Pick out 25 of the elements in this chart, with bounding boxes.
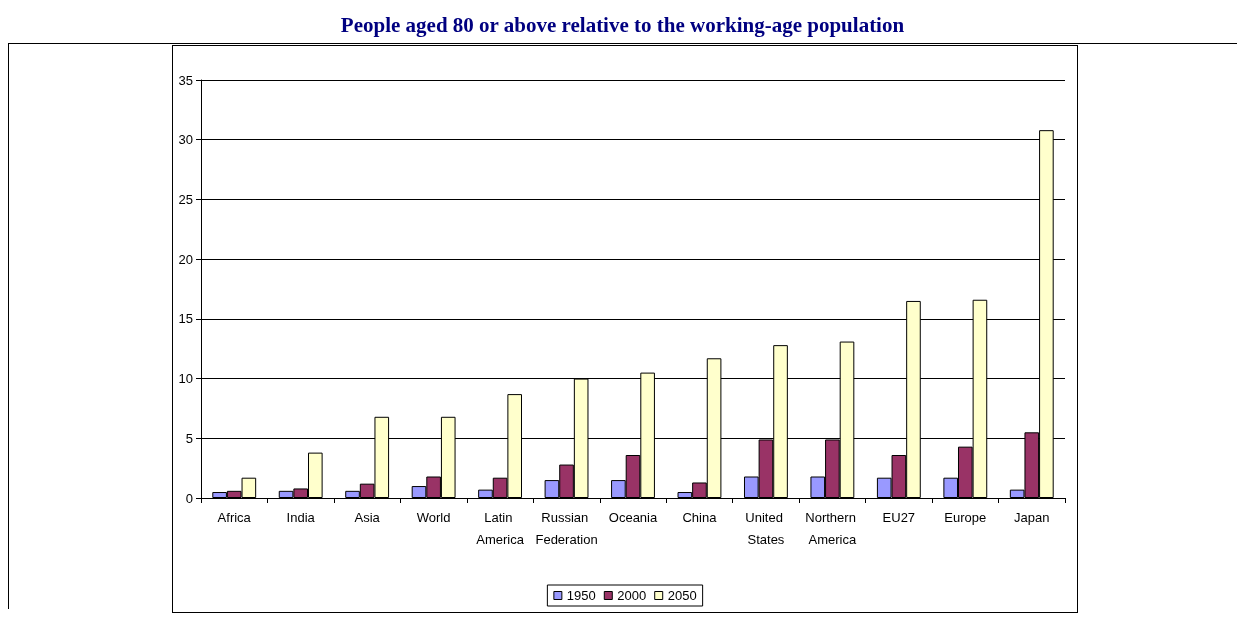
y-tick-label: 10: [178, 371, 193, 387]
y-tick-label: 25: [178, 191, 193, 207]
legend-label: 1950: [566, 588, 596, 603]
x-tick-label: Northern America: [805, 509, 860, 547]
x-tick-label: India: [286, 509, 316, 525]
y-tick-label: 30: [178, 132, 193, 148]
y-tick-label: 5: [185, 430, 193, 446]
x-tick-label: Russian Federation: [535, 509, 598, 547]
x-tick-label: Japan: [1014, 509, 1050, 525]
x-tick-label: Africa: [217, 509, 252, 525]
x-tick-label: Europe: [944, 509, 987, 525]
x-tick-label: United States: [745, 509, 787, 547]
legend-label: 2050: [667, 588, 697, 603]
x-tick-label: EU27: [882, 509, 916, 525]
x-tick-label: Latin America: [476, 509, 525, 547]
chart-title: People aged 80 or above relative to the working-age population: [8, 8, 1237, 44]
x-tick-label: World: [416, 509, 451, 525]
y-tick-label: 35: [178, 72, 193, 88]
x-tick-label: Oceania: [608, 509, 658, 525]
y-tick-label: 0: [185, 490, 193, 506]
y-tick-label: 15: [178, 311, 193, 327]
y-tick-label: 20: [178, 251, 193, 267]
x-tick-label: Asia: [354, 509, 381, 525]
legend-label: 2000: [617, 588, 647, 603]
x-tick-label: China: [682, 509, 718, 525]
